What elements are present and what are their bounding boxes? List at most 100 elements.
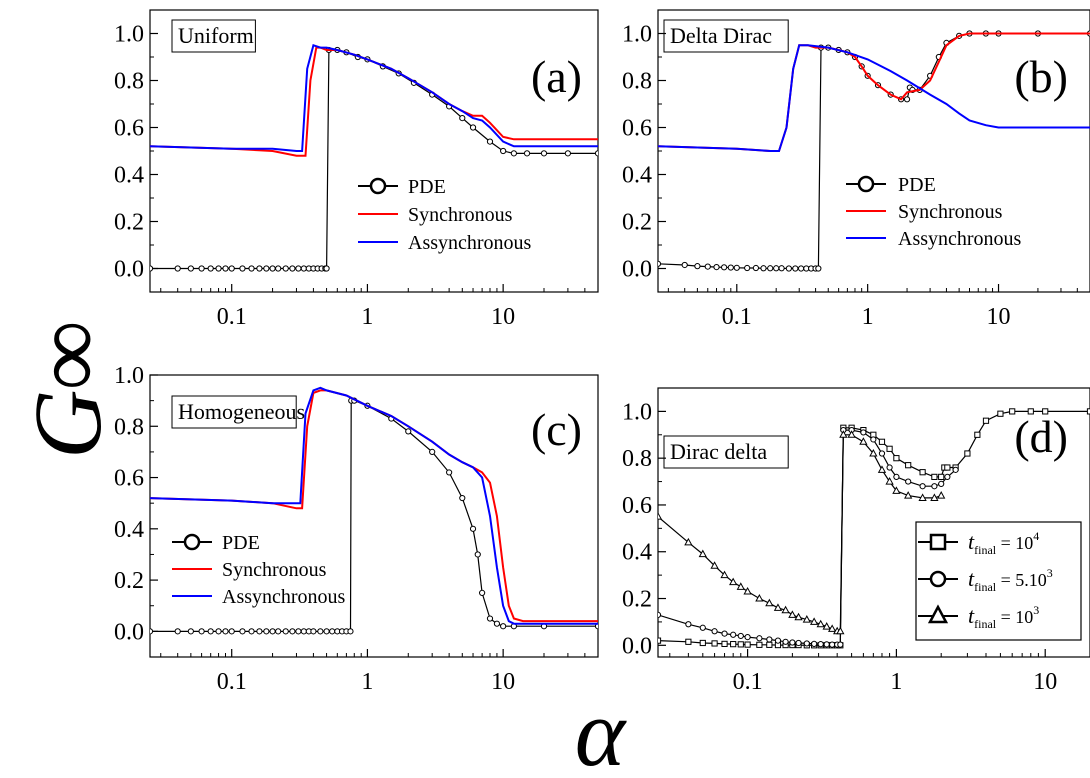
- y-tick-label: 0.6: [622, 493, 652, 519]
- data-point: [903, 96, 911, 103]
- data-point: [811, 640, 818, 648]
- data-point: [711, 628, 718, 635]
- data-point: [269, 628, 276, 635]
- legend-entry: Assynchronous: [222, 586, 346, 608]
- data-point: [952, 466, 959, 473]
- data-point: [836, 626, 845, 635]
- data-point: [997, 410, 1004, 417]
- data-point: [300, 265, 307, 272]
- data-point: [222, 265, 229, 272]
- data-point: [263, 265, 270, 272]
- legend: PDE Synchronous Assynchronous: [846, 174, 1022, 250]
- data-point: [459, 115, 466, 122]
- data-point: [256, 265, 263, 272]
- x-tick-label: 10: [491, 669, 515, 695]
- data-point: [207, 265, 214, 272]
- data-point: [263, 628, 270, 635]
- data-point: [919, 483, 926, 490]
- x-tick-label: 10: [987, 304, 1011, 330]
- y-tick-label: 1.0: [114, 22, 144, 48]
- chart-panel-3: 0.0 0.2 0.4 0.6 0.8 1.0 0.1 1 10 Homogeneous (c) PD…: [114, 363, 599, 695]
- data-point: [684, 537, 693, 546]
- data-point: [905, 478, 912, 485]
- x-tick-label: 1: [890, 669, 902, 695]
- data-point: [174, 628, 181, 635]
- data-point: [239, 628, 246, 635]
- data-point: [859, 437, 868, 445]
- plot-area: [150, 386, 598, 635]
- data-point: [721, 640, 728, 648]
- legend: PDE Synchronous Assynchronous: [172, 532, 346, 608]
- y-tick-label: 0.4: [622, 540, 652, 566]
- data-point: [755, 593, 764, 602]
- data-point: [486, 138, 494, 145]
- data-point: [300, 628, 307, 635]
- chart-panel-4: 0.0 0.2 0.4 0.6 0.8 1.0 0.1 1 10 Dirac delta (d) tf…: [622, 387, 1090, 695]
- legend-entry: tfinal = 5.103: [968, 566, 1053, 594]
- y-tick-label: 0.0: [622, 633, 652, 659]
- data-point: [187, 628, 194, 635]
- data-point: [275, 628, 282, 635]
- data-point: [877, 465, 887, 473]
- chart-panel-2: 0.0 0.2 0.4 0.6 0.8 1.0 0.1 1 10 Delta Dirac (b) PD…: [622, 9, 1090, 330]
- data-point: [510, 150, 517, 157]
- data-point: [803, 640, 810, 647]
- legend-entry: Synchronous: [222, 559, 327, 581]
- data-point: [474, 551, 481, 558]
- data-point: [289, 265, 296, 272]
- data-point: [837, 641, 844, 648]
- legend-entry: Synchronous: [898, 201, 1003, 223]
- panel-box-label: Delta Dirac: [670, 23, 772, 48]
- data-point: [699, 639, 706, 647]
- data-point: [248, 265, 255, 272]
- plot-frame: [657, 387, 1090, 658]
- data-point: [878, 438, 886, 445]
- legend-entry: PDE: [898, 174, 936, 196]
- legend-entry: tfinal = 103: [968, 603, 1039, 631]
- panel-box-frame: [171, 395, 297, 429]
- plot-area: [150, 44, 598, 272]
- plot-area: [658, 408, 1090, 649]
- data-point: [869, 448, 878, 457]
- panel-letter: (c): [531, 404, 582, 455]
- data-point: [323, 265, 330, 272]
- x-tick-label: 1: [361, 669, 373, 695]
- data-point: [839, 430, 848, 438]
- x-tick-label: 0.1: [733, 669, 763, 695]
- data-point: [282, 628, 289, 635]
- data-point: [904, 491, 913, 499]
- data-point: [733, 264, 740, 271]
- data-point: [713, 263, 720, 271]
- data-point: [727, 264, 734, 271]
- data-point: [809, 617, 819, 625]
- y-tick-label: 0.4: [114, 517, 144, 543]
- data-point: [681, 261, 688, 269]
- data-point: [711, 640, 718, 647]
- data-point: [878, 450, 886, 457]
- y-tick-label: 0.8: [622, 446, 652, 472]
- data-point: [429, 448, 436, 456]
- data-point: [789, 639, 796, 646]
- data-point: [710, 561, 719, 569]
- data-point: [282, 265, 289, 272]
- data-point: [817, 641, 824, 648]
- data-point: [658, 637, 662, 644]
- panel-box-label: Uniform: [178, 23, 254, 48]
- data-point: [215, 265, 222, 272]
- data-point: [743, 586, 752, 595]
- panel-box-frame: [663, 19, 789, 53]
- data-point: [795, 639, 802, 647]
- data-point: [658, 512, 663, 520]
- x-tick-label: 10: [491, 304, 515, 330]
- data-point: [564, 150, 571, 157]
- data-point: [785, 265, 792, 272]
- data-point: [699, 624, 706, 631]
- data-point: [744, 264, 751, 272]
- data-point: [729, 577, 738, 586]
- data-point: [329, 628, 336, 635]
- data-point: [918, 493, 927, 501]
- panel-box-label: Homogeneous: [178, 399, 305, 424]
- data-point: [239, 265, 246, 272]
- data-point: [347, 628, 354, 635]
- y-tick-label: 0.0: [114, 257, 144, 283]
